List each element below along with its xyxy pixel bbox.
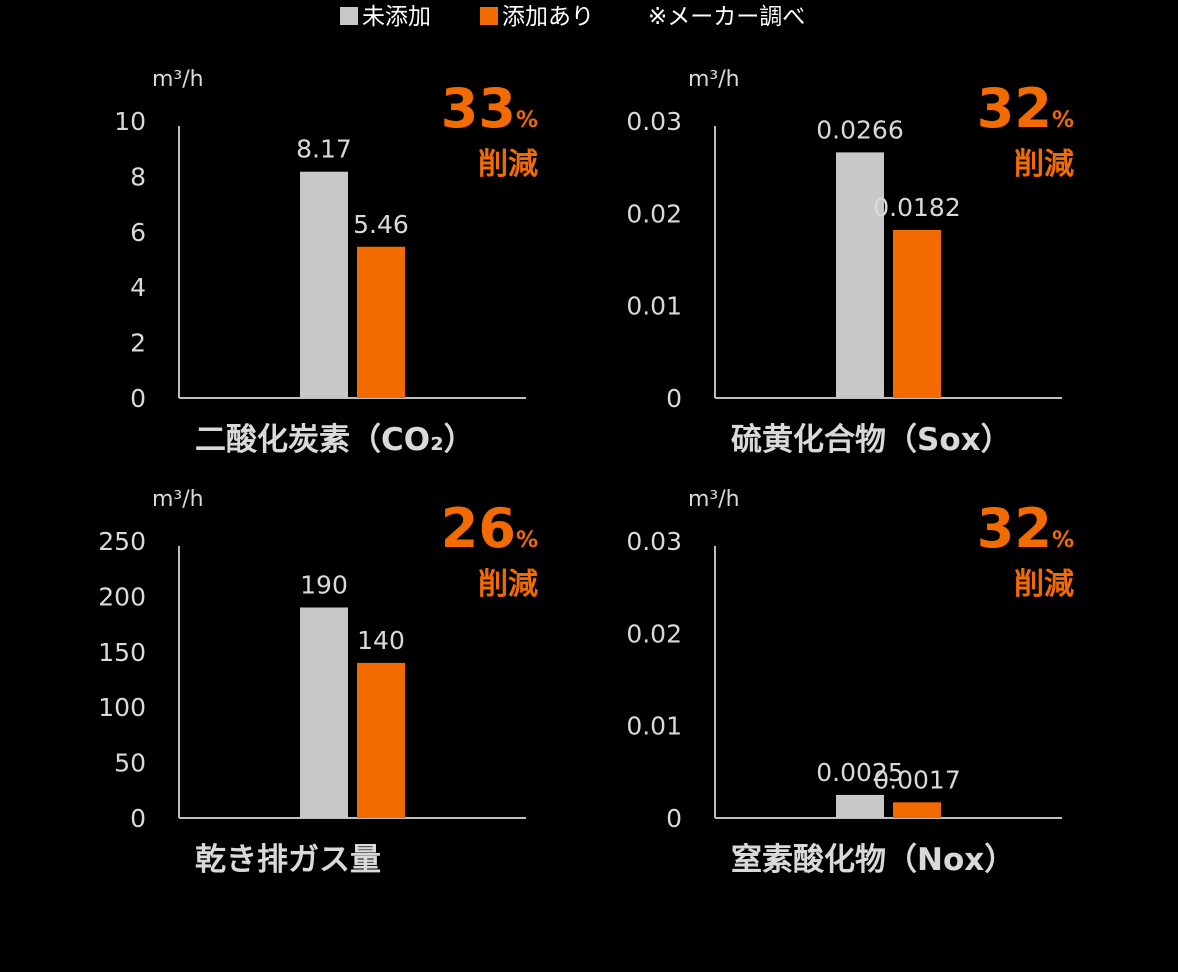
y-tick-label: 0.01 [626,712,682,741]
reduction-percent: 32% [977,497,1074,560]
bar-value-label: 0.0025 [816,758,903,787]
bar-value-label: 190 [300,570,348,599]
y-tick-label: 0.01 [626,292,682,321]
y-tick-label: 6 [130,218,146,247]
bar-value-label: 0.0266 [816,115,903,144]
unit-label: m³/h [688,67,740,92]
reduction-word: 削減 [478,147,538,182]
y-tick-label: 0.03 [626,107,682,136]
reduction-number: 32 [977,77,1052,140]
bar-value-label: 140 [357,626,405,655]
y-tick-label: 0.03 [626,527,682,556]
unit-label: m³/h [152,67,204,92]
bar-without [836,152,884,398]
legend: 未添加 添加あり ※メーカー調べ [340,4,805,30]
bar-without [836,794,884,818]
y-tick-label: 100 [98,693,146,722]
chart-title: 窒素酸化物（Nox） [731,842,1015,878]
bar-without [300,171,348,398]
reduction-symbol: % [1052,108,1074,133]
y-tick-label: 8 [130,162,146,191]
legend-swatch-with [480,7,498,25]
y-tick-label: 0 [130,384,146,413]
bar-with [893,229,941,398]
y-tick-label: 4 [130,273,146,302]
reduction-symbol: % [516,108,538,133]
unit-label: m³/h [152,487,204,512]
chart-panel-2: m³/h 0 0.01 0.02 0.03 0.0266 0.0182 32% 削減硫黄化合物（… [626,67,1074,458]
bar-with [893,802,941,818]
y-tick-label: 0.02 [626,199,682,228]
chart-title: 二酸化炭素（CO₂） [195,422,475,458]
reduction-percent: 33% [441,77,538,140]
y-tick-label: 200 [98,582,146,611]
reduction-percent: 32% [977,77,1074,140]
y-tick-label: 10 [114,107,146,136]
y-tick-label: 0 [130,804,146,833]
reduction-word: 削減 [478,567,538,602]
reduction-symbol: % [1052,528,1074,553]
reduction-symbol: % [516,528,538,553]
reduction-word: 削減 [1014,147,1074,182]
y-tick-label: 2 [130,329,146,358]
unit-label: m³/h [688,487,740,512]
chart-title: 乾き排ガス量 [195,842,381,878]
bar-value-label: 5.46 [353,210,409,239]
bar-without [300,607,348,818]
chart-title: 硫黄化合物（Sox） [731,422,1012,458]
y-tick-label: 150 [98,638,146,667]
bar-value-label: 0.0182 [873,193,960,222]
bar-with [357,246,405,398]
reduction-percent: 26% [441,497,538,560]
bar-with [357,662,405,818]
legend-label-with: 添加あり [502,4,594,30]
legend-swatch-without [340,7,358,25]
legend-note: ※メーカー調べ [648,4,805,30]
chart-panels: m³/h02468108.175.4633%削減二酸化炭素（CO₂）m³/h00… [98,67,1074,878]
y-tick-label: 0.02 [626,619,682,648]
y-tick-label: 0 [666,804,682,833]
reduction-number: 33 [441,77,516,140]
y-tick-label: 50 [114,749,146,778]
bar-value-label: 8.17 [296,135,352,164]
bar-value-label: 0.0017 [873,765,960,794]
reduction-word: 削減 [1014,567,1074,602]
y-tick-label: 0 [666,384,682,413]
y-tick-label: 250 [98,527,146,556]
reduction-number: 32 [977,497,1052,560]
reduction-number: 26 [441,497,516,560]
legend-label-without: 未添加 [362,4,431,30]
